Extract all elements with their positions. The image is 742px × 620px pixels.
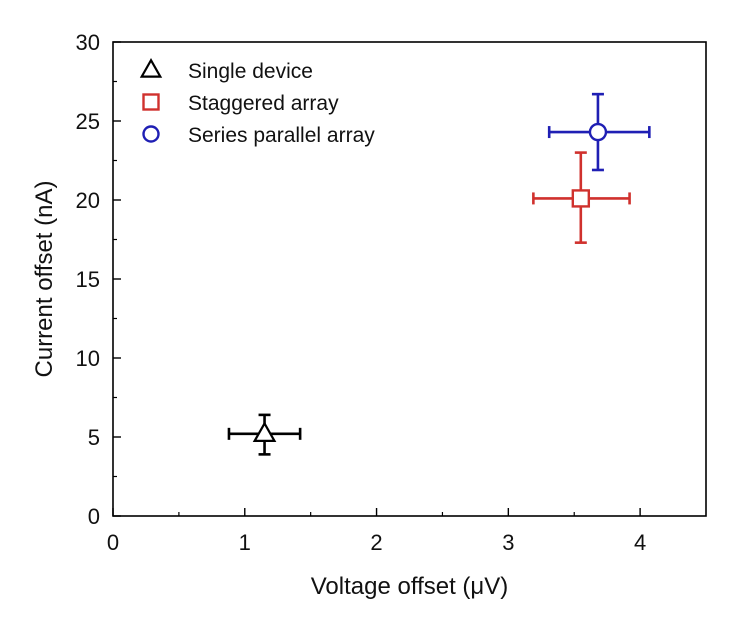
axis-ticks: 0 1 2 3 4 0 5 10 15 20 25 30 bbox=[76, 30, 647, 555]
x-tick-label: 4 bbox=[634, 530, 646, 555]
y-tick-label: 10 bbox=[76, 346, 100, 371]
data-point-square bbox=[571, 189, 591, 208]
y-tick-label: 0 bbox=[88, 504, 100, 529]
y-tick-label: 5 bbox=[88, 425, 100, 450]
series-circle bbox=[547, 92, 651, 172]
y-tick-label: 15 bbox=[76, 267, 100, 292]
legend-item: Series parallel array bbox=[142, 124, 375, 147]
x-axis-title: Voltage offset (μV) bbox=[311, 573, 509, 600]
series-triangle bbox=[227, 413, 302, 456]
series-square bbox=[532, 151, 631, 244]
legend-marker-triangle bbox=[139, 58, 163, 78]
legend-item: Staggered array bbox=[142, 92, 339, 115]
legend-label: Series parallel array bbox=[188, 124, 375, 147]
x-tick-label: 1 bbox=[239, 530, 251, 555]
data-points bbox=[227, 92, 651, 456]
y-tick-label: 25 bbox=[76, 109, 100, 134]
data-point-triangle bbox=[252, 421, 277, 442]
legend: Single device Staggered array Series paral… bbox=[139, 58, 375, 147]
legend-marker-circle bbox=[142, 125, 160, 143]
x-tick-label: 0 bbox=[107, 530, 119, 555]
x-tick-label: 3 bbox=[502, 530, 514, 555]
legend-label: Single device bbox=[188, 60, 313, 83]
data-point-circle bbox=[588, 122, 608, 142]
y-axis-title: Current offset (nA) bbox=[31, 181, 58, 378]
legend-item: Single device bbox=[139, 58, 313, 83]
y-tick-label: 20 bbox=[76, 188, 100, 213]
x-tick-label: 2 bbox=[370, 530, 382, 555]
y-tick-label: 30 bbox=[76, 30, 100, 55]
legend-marker-square bbox=[142, 93, 160, 111]
legend-label: Staggered array bbox=[188, 92, 339, 115]
